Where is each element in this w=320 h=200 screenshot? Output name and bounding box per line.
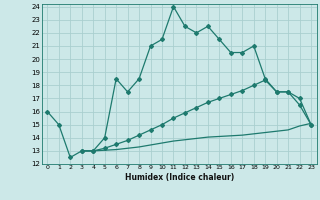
X-axis label: Humidex (Indice chaleur): Humidex (Indice chaleur): [124, 173, 234, 182]
